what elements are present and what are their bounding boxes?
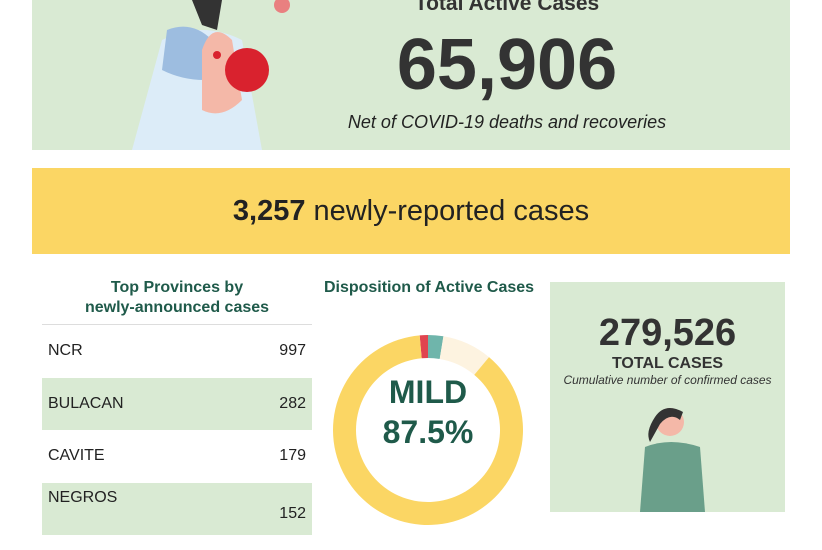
mild-label: MILD bbox=[388, 374, 468, 410]
total-cases-value: 279,526 bbox=[598, 312, 737, 354]
provinces-title-line2: newly-announced cases bbox=[84, 299, 270, 316]
table-row: NEGROS 152 bbox=[42, 482, 312, 535]
province-name: BULACAN bbox=[48, 394, 124, 412]
total-cases-card: 279,526 TOTAL CASES Cumulative number of… bbox=[550, 282, 785, 512]
coughing-woman-illustration bbox=[132, 0, 290, 150]
active-cases-value: 65,906 bbox=[396, 25, 618, 105]
province-value: 179 bbox=[279, 447, 306, 465]
table-row: BULACAN 282 bbox=[42, 377, 312, 430]
province-value: 282 bbox=[279, 394, 306, 412]
provinces-title-line1: Top Provinces by bbox=[110, 279, 244, 296]
new-cases-label: newly-reported cases bbox=[313, 194, 590, 227]
woman-illustration bbox=[640, 408, 705, 512]
active-cases-subtitle: Net of COVID-19 deaths and recoveries bbox=[347, 112, 667, 132]
total-cases-subtitle: Cumulative number of confirmed cases bbox=[563, 373, 772, 387]
total-cases-label: TOTAL CASES bbox=[611, 355, 724, 372]
province-value: 997 bbox=[279, 342, 306, 360]
province-name: CAVITE bbox=[48, 447, 105, 465]
mild-percent: 87.5% bbox=[382, 414, 474, 450]
table-row: CAVITE 179 bbox=[42, 430, 312, 483]
donut-slice-0 bbox=[419, 335, 428, 359]
active-cases-title: Total Active Cases bbox=[414, 0, 600, 15]
provinces-title: Top Provinces by newly-announced cases bbox=[42, 278, 312, 318]
active-cases-panel: Total Active Cases 65,906 Net of COVID-1… bbox=[32, 0, 790, 150]
new-cases-value: 3,257 bbox=[232, 194, 306, 227]
table-row: NCR 997 bbox=[42, 325, 312, 378]
disposition-title: Disposition of Active Cases bbox=[323, 279, 535, 296]
disposition-donut bbox=[333, 335, 523, 525]
donut-center-label: MILD 87.5% bbox=[328, 372, 528, 452]
donut-slice-2 bbox=[439, 336, 490, 375]
province-value: 152 bbox=[279, 504, 306, 522]
provinces-table: NCR 997 BULACAN 282 CAVITE 179 NEGROS 152 bbox=[42, 324, 312, 535]
province-name: NEGROS bbox=[48, 488, 118, 506]
new-cases-banner: 3,257 newly-reported cases bbox=[32, 168, 790, 254]
province-name: NCR bbox=[48, 342, 83, 360]
donut-slice-1 bbox=[428, 335, 444, 359]
